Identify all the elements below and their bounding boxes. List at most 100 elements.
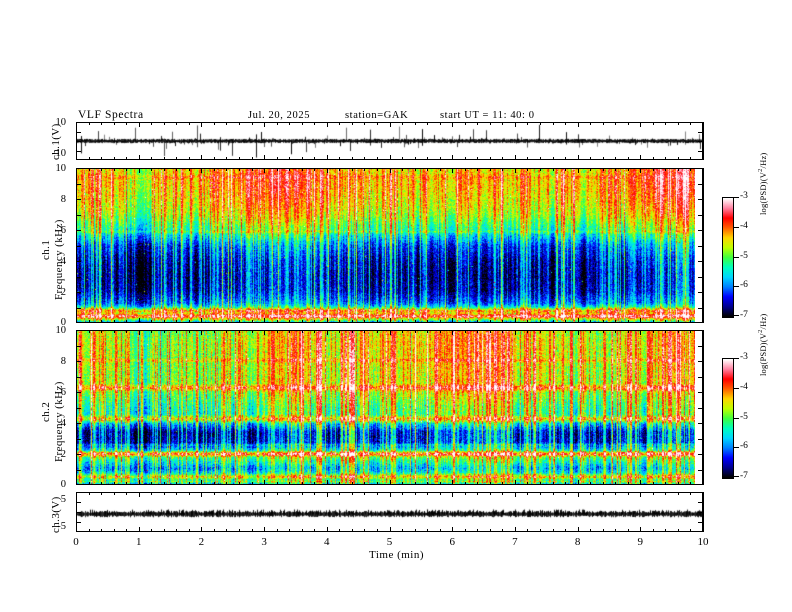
- colorbar-tickmark: [734, 358, 739, 359]
- axis-tickmark: [76, 150, 81, 152]
- axis-tickmark: [76, 292, 81, 293]
- axis-tickmark: [402, 529, 404, 532]
- axis-tickmark: [389, 330, 391, 335]
- axis-tickmark: [489, 122, 491, 125]
- panel-frame-right: [703, 122, 704, 160]
- axis-tickmark: [502, 168, 504, 171]
- ch3-waveform-trace: [77, 493, 702, 531]
- axis-tickmark: [665, 320, 667, 323]
- axis-tickmark: [276, 157, 278, 160]
- axis-tickmark: [452, 155, 454, 160]
- axis-tickmark: [188, 168, 190, 171]
- panel-frame-top: [76, 492, 703, 493]
- axis-tickmark: [276, 168, 278, 171]
- axis-tickmark: [314, 492, 316, 495]
- axis-tickmark: [402, 320, 404, 323]
- axis-tickmark: [665, 168, 667, 171]
- axis-tickmark: [314, 320, 316, 323]
- ch3-waveform-panel: [76, 492, 703, 532]
- axis-tickmark: [698, 407, 703, 409]
- axis-tickmark: [452, 330, 454, 335]
- axis-tickmark: [88, 157, 90, 160]
- x-axis-tick-1: 1: [135, 536, 142, 548]
- axis-tickmark: [289, 168, 291, 171]
- axis-tickmark: [226, 122, 228, 125]
- axis-tickmark: [452, 527, 454, 532]
- axis-tickmark: [151, 330, 153, 333]
- axis-tickmark: [213, 157, 215, 160]
- axis-tickmark: [301, 122, 303, 125]
- axis-tickmark: [690, 320, 692, 323]
- axis-tickmark: [76, 214, 81, 216]
- x-axis-tick-7: 7: [512, 536, 518, 548]
- axis-tickmark: [489, 529, 491, 532]
- axis-tickmark: [552, 330, 554, 333]
- axis-tickmark: [151, 122, 153, 125]
- axis-tickmark: [502, 482, 504, 485]
- axis-tickmark: [677, 492, 679, 495]
- axis-tickmark: [76, 527, 77, 532]
- axis-tickmark: [76, 407, 81, 409]
- axis-tickmark: [276, 122, 278, 125]
- colorbar-tickmark: [734, 226, 739, 228]
- axis-tickmark: [477, 330, 479, 333]
- axis-tickmark: [239, 320, 241, 323]
- axis-tickmark: [201, 318, 203, 323]
- axis-tickmark: [213, 529, 215, 532]
- axis-tickmark: [439, 157, 441, 160]
- panel-frame-top: [76, 330, 703, 331]
- axis-tickmark: [464, 320, 466, 323]
- colorbar-tickmark: [734, 286, 739, 288]
- axis-tickmark: [138, 492, 140, 497]
- axis-tickmark: [698, 183, 703, 185]
- axis-tickmark: [552, 482, 554, 485]
- axis-tickmark: [213, 168, 215, 171]
- axis-tickmark: [502, 122, 504, 125]
- axis-tickmark: [652, 320, 654, 323]
- axis-tickmark: [76, 141, 81, 142]
- axis-tickmark: [477, 529, 479, 532]
- axis-tickmark: [452, 480, 454, 485]
- axis-tickmark: [76, 155, 77, 160]
- axis-tickmark: [251, 330, 253, 333]
- axis-tickmark: [698, 438, 703, 440]
- axis-tickmark: [76, 345, 81, 347]
- axis-tickmark: [251, 320, 253, 323]
- axis-tickmark: [239, 482, 241, 485]
- axis-tickmark: [640, 155, 642, 160]
- axis-tickmark: [539, 168, 541, 171]
- ch1-colorbar-label: log(PSD)(V2/Hz): [757, 152, 768, 215]
- axis-tickmark: [264, 155, 266, 160]
- axis-tickmark: [698, 502, 703, 503]
- axis-tickmark: [427, 168, 429, 171]
- axis-tickmark: [88, 492, 90, 495]
- colorbar-tickmark: [734, 387, 739, 389]
- axis-tickmark: [188, 482, 190, 485]
- axis-tickmark: [477, 320, 479, 323]
- colorbar-tickmark: [734, 197, 739, 198]
- axis-tickmark: [314, 330, 316, 333]
- axis-tickmark: [489, 157, 491, 160]
- axis-tickmark: [677, 482, 679, 485]
- axis-tickmark: [364, 168, 366, 171]
- axis-tickmark: [201, 122, 203, 127]
- axis-tickmark: [677, 157, 679, 160]
- axis-tickmark: [698, 454, 703, 455]
- axis-tickmark: [514, 155, 516, 160]
- axis-tickmark: [301, 320, 303, 323]
- axis-tickmark: [698, 423, 703, 424]
- axis-tickmark: [615, 168, 617, 171]
- x-axis-tick-4: 4: [324, 536, 330, 548]
- axis-tickmark: [88, 168, 90, 171]
- axis-tickmark: [351, 157, 353, 160]
- axis-tickmark: [402, 168, 404, 171]
- axis-tickmark: [113, 330, 115, 333]
- axis-tickmark: [301, 168, 303, 171]
- axis-tickmark: [552, 529, 554, 532]
- axis-tickmark: [239, 529, 241, 532]
- x-axis-tick-2: 2: [198, 536, 205, 548]
- axis-tickmark: [539, 320, 541, 323]
- header-station: station=GAK: [345, 110, 409, 121]
- axis-tickmark: [88, 330, 90, 333]
- axis-tickmark: [640, 492, 642, 497]
